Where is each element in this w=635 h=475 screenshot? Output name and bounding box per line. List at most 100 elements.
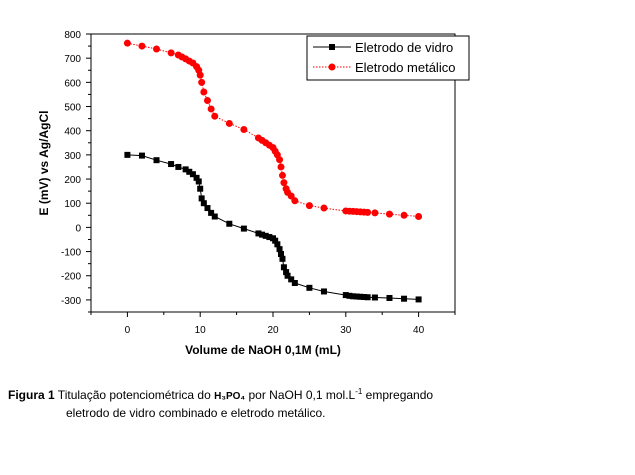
data-point [195, 178, 202, 185]
data-point [291, 279, 298, 286]
data-point [153, 45, 161, 53]
y-tick-label: 200 [64, 175, 81, 186]
caption-formula: H₃PO₄ [214, 391, 246, 402]
data-point [182, 166, 189, 173]
data-point [240, 225, 247, 232]
figure-caption: Figura 1 Titulação potenciométrica do H₃… [8, 387, 608, 422]
data-point [274, 241, 281, 248]
data-point [346, 292, 353, 299]
data-point [385, 210, 393, 218]
caption-text-before: Titulação potenciométrica do [54, 388, 215, 402]
axes: 0 10 20 30 40 -300 -200 -100 0 100 200 300 400 500 600… [37, 30, 456, 357]
data-point [342, 292, 349, 299]
x-tick-label: 40 [413, 325, 425, 336]
y-tick-label: 400 [64, 127, 81, 138]
data-point [124, 151, 131, 158]
legend-marker [328, 63, 336, 71]
data-point [280, 179, 288, 187]
data-point [280, 264, 287, 271]
data-point [400, 211, 408, 219]
series-2 [123, 39, 423, 221]
data-point [198, 78, 206, 86]
data-point [306, 284, 313, 291]
data-point [287, 192, 295, 200]
data-point [291, 197, 299, 205]
data-point [211, 213, 218, 220]
y-tick-label: 100 [64, 199, 81, 210]
y-tick-label: 800 [64, 30, 81, 41]
data-point [168, 161, 175, 168]
x-tick-label: 0 [125, 325, 131, 336]
y-tick-label: 600 [64, 78, 81, 89]
data-point [196, 71, 204, 79]
data-point [278, 171, 286, 179]
data-point [193, 174, 200, 181]
data-point [272, 237, 279, 244]
series-layer [123, 39, 423, 303]
data-point [357, 293, 364, 300]
y-tick-label: 300 [64, 151, 81, 162]
data-point [123, 39, 131, 47]
data-point [138, 152, 145, 159]
data-point [153, 157, 160, 164]
x-tick-label: 20 [267, 325, 279, 336]
data-point [262, 232, 269, 239]
legend-box [306, 35, 470, 81]
data-point [305, 202, 313, 210]
data-point [364, 208, 372, 216]
data-point [208, 209, 215, 216]
series-1 [124, 151, 422, 303]
data-point [198, 195, 205, 202]
data-point [415, 213, 423, 221]
caption-text-after: empregando [362, 388, 434, 402]
data-point [226, 220, 233, 227]
y-tick-label: -300 [61, 296, 81, 307]
caption-label: Figura 1 [8, 388, 55, 402]
legend-label: Eletrodo metálico [355, 60, 455, 75]
data-point [138, 42, 146, 50]
data-point [167, 49, 175, 57]
data-point [189, 171, 196, 178]
series-line [127, 154, 419, 300]
x-tick-label: 30 [340, 325, 352, 336]
data-point [288, 276, 295, 283]
data-point [186, 168, 193, 175]
data-point [175, 163, 182, 170]
data-point [255, 230, 262, 237]
caption-superscript: -1 [355, 387, 363, 396]
data-point [386, 294, 393, 301]
data-point [204, 205, 211, 212]
y-tick-label: 700 [64, 54, 81, 65]
y-tick-label: -100 [61, 248, 81, 259]
data-point [279, 255, 286, 262]
caption-text-middle: por NaOH 0,1 mol.L [245, 388, 356, 402]
data-point [284, 272, 291, 279]
data-point [276, 156, 284, 164]
y-tick-label: 500 [64, 103, 81, 114]
y-axis-label: E (mV) vs Ag/AgCl [37, 111, 51, 216]
data-point [207, 105, 215, 113]
legend-marker [329, 44, 335, 50]
data-point [320, 204, 328, 212]
y-tick-label: -200 [61, 272, 81, 283]
data-point [259, 231, 266, 238]
data-point [371, 294, 378, 301]
data-point [240, 125, 248, 133]
data-point [276, 246, 283, 253]
data-point [371, 209, 379, 217]
data-point [401, 295, 408, 302]
data-point [415, 296, 422, 303]
data-point [353, 293, 360, 300]
x-tick-label: 10 [195, 325, 207, 336]
data-point [200, 200, 207, 207]
data-point [203, 96, 211, 104]
data-point [283, 269, 290, 276]
caption-line2: eletrodo de vidro combinado e eletrodo m… [66, 406, 326, 420]
data-point [277, 163, 285, 171]
x-axis-label: Volume de NaOH 0,1M (mL) [185, 343, 341, 357]
data-point [350, 293, 357, 300]
titration-chart: 0 10 20 30 40 -300 -200 -100 0 100 200 300 400 500 600… [37, 30, 470, 357]
data-point [197, 185, 204, 192]
data-point [320, 288, 327, 295]
data-point [200, 88, 208, 96]
